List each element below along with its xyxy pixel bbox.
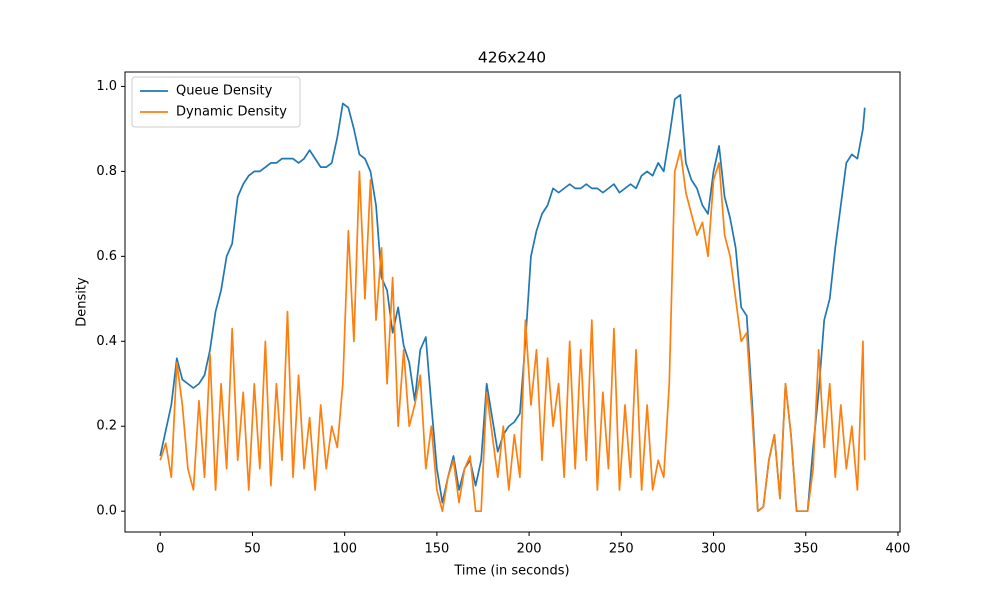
x-tick-label: 300 [701, 542, 726, 557]
x-axis-label: Time (in seconds) [453, 564, 569, 579]
x-tick-label: 200 [517, 542, 542, 557]
legend-label: Dynamic Density [176, 105, 287, 120]
legend-box [131, 76, 301, 128]
x-tick-label: 50 [244, 542, 261, 557]
plot-frame [124, 71, 901, 533]
x-tick-label: 400 [886, 542, 911, 557]
x-tick-label: 100 [332, 542, 357, 557]
series-line [159, 94, 866, 513]
y-tick-label: 0.2 [96, 419, 117, 434]
y-tick-label: 0.4 [96, 334, 117, 349]
y-tick-label: 0.0 [96, 504, 117, 519]
chart-title: 426x240 [478, 49, 546, 67]
y-tick-label: 0.6 [96, 249, 117, 264]
series-line [159, 149, 866, 513]
y-tick-label: 0.8 [96, 164, 117, 179]
x-tick-label: 350 [793, 542, 818, 557]
legend-label: Queue Density [176, 84, 273, 99]
x-tick-label: 150 [424, 542, 449, 557]
y-axis-label: Density [75, 277, 90, 327]
x-tick-label: 250 [609, 542, 634, 557]
x-tick-label: 0 [156, 542, 164, 557]
y-tick-label: 1.0 [96, 79, 117, 94]
